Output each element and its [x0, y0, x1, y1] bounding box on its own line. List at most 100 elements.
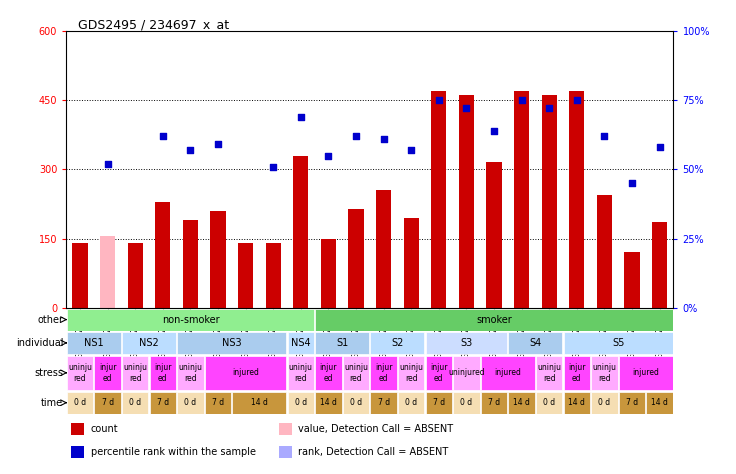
FancyBboxPatch shape [564, 332, 673, 354]
FancyBboxPatch shape [536, 392, 562, 414]
Text: 0 d: 0 d [295, 398, 307, 407]
Text: uninju
red: uninju red [399, 363, 423, 383]
Text: individual: individual [15, 338, 63, 348]
Bar [431, 91, 447, 308]
Text: injur
ed: injur ed [568, 363, 586, 383]
Point [543, 105, 555, 112]
Point [322, 152, 334, 159]
Text: NS2: NS2 [139, 338, 159, 348]
Text: injur
ed: injur ed [154, 363, 171, 383]
Text: S5: S5 [612, 338, 624, 348]
Text: 0 d: 0 d [543, 398, 555, 407]
FancyBboxPatch shape [564, 356, 590, 390]
Point [571, 96, 583, 104]
Text: 7 d: 7 d [212, 398, 224, 407]
Text: injur
ed: injur ed [319, 363, 337, 383]
Text: 0 d: 0 d [350, 398, 362, 407]
Text: 7 d: 7 d [433, 398, 445, 407]
Text: S1: S1 [336, 338, 348, 348]
FancyBboxPatch shape [343, 356, 369, 390]
Bar [514, 91, 529, 308]
Text: stress: stress [34, 368, 63, 378]
Text: uninju
red: uninju red [592, 363, 617, 383]
Text: percentile rank within the sample: percentile rank within the sample [91, 447, 255, 457]
Text: uninjured: uninjured [448, 368, 485, 377]
Text: 0 d: 0 d [74, 398, 86, 407]
Text: 0 d: 0 d [185, 398, 197, 407]
Text: uninju
red: uninju red [289, 363, 313, 383]
Text: non-smoker: non-smoker [162, 315, 219, 325]
FancyBboxPatch shape [177, 356, 204, 390]
Point [598, 132, 610, 140]
Point [157, 132, 169, 140]
Bar [624, 253, 640, 308]
FancyBboxPatch shape [205, 392, 231, 414]
Text: injured: injured [632, 368, 659, 377]
FancyBboxPatch shape [67, 309, 314, 330]
FancyBboxPatch shape [343, 392, 369, 414]
FancyBboxPatch shape [94, 392, 121, 414]
FancyBboxPatch shape [481, 356, 535, 390]
FancyBboxPatch shape [509, 332, 562, 354]
FancyBboxPatch shape [481, 392, 507, 414]
Bar [293, 155, 308, 308]
FancyBboxPatch shape [315, 332, 369, 354]
Text: 14 d: 14 d [568, 398, 585, 407]
FancyBboxPatch shape [646, 392, 673, 414]
Bar [569, 91, 584, 308]
FancyBboxPatch shape [177, 332, 286, 354]
FancyBboxPatch shape [509, 392, 535, 414]
Text: uninju
red: uninju red [178, 363, 202, 383]
Point [185, 146, 197, 154]
Bar [542, 95, 557, 308]
Bar [597, 195, 612, 308]
Text: uninju
red: uninju red [123, 363, 147, 383]
Text: uninju
red: uninju red [68, 363, 92, 383]
Bar [279, 446, 292, 458]
Text: 14 d: 14 d [320, 398, 337, 407]
Bar [238, 243, 253, 308]
FancyBboxPatch shape [370, 356, 397, 390]
FancyBboxPatch shape [67, 356, 93, 390]
Text: 7 d: 7 d [378, 398, 389, 407]
FancyBboxPatch shape [425, 392, 452, 414]
Bar [127, 243, 143, 308]
FancyBboxPatch shape [288, 332, 314, 354]
Text: 14 d: 14 d [651, 398, 668, 407]
FancyBboxPatch shape [288, 356, 314, 390]
Text: S4: S4 [529, 338, 542, 348]
Text: NS4: NS4 [291, 338, 311, 348]
Bar [183, 220, 198, 308]
FancyBboxPatch shape [564, 392, 590, 414]
Point [433, 96, 445, 104]
Bar [403, 218, 419, 308]
Bar [348, 209, 364, 308]
Bar [652, 222, 668, 308]
Text: 0 d: 0 d [406, 398, 417, 407]
Bar [266, 243, 281, 308]
FancyBboxPatch shape [398, 392, 425, 414]
Point [378, 135, 389, 143]
Bar [376, 190, 392, 308]
Bar [100, 237, 116, 308]
Text: NS3: NS3 [222, 338, 241, 348]
Bar [71, 423, 85, 436]
Text: time: time [41, 398, 63, 408]
Text: injured: injured [495, 368, 521, 377]
Text: 0 d: 0 d [130, 398, 141, 407]
Text: 7 d: 7 d [488, 398, 500, 407]
Bar [72, 243, 88, 308]
FancyBboxPatch shape [398, 356, 425, 390]
FancyBboxPatch shape [233, 392, 286, 414]
Point [488, 127, 500, 134]
FancyBboxPatch shape [149, 356, 176, 390]
Text: uninju
red: uninju red [537, 363, 562, 383]
Point [295, 113, 307, 120]
Bar [486, 163, 502, 308]
FancyBboxPatch shape [288, 392, 314, 414]
Point [267, 163, 279, 170]
FancyBboxPatch shape [591, 356, 618, 390]
Text: S2: S2 [392, 338, 403, 348]
FancyBboxPatch shape [591, 392, 618, 414]
FancyBboxPatch shape [67, 392, 93, 414]
